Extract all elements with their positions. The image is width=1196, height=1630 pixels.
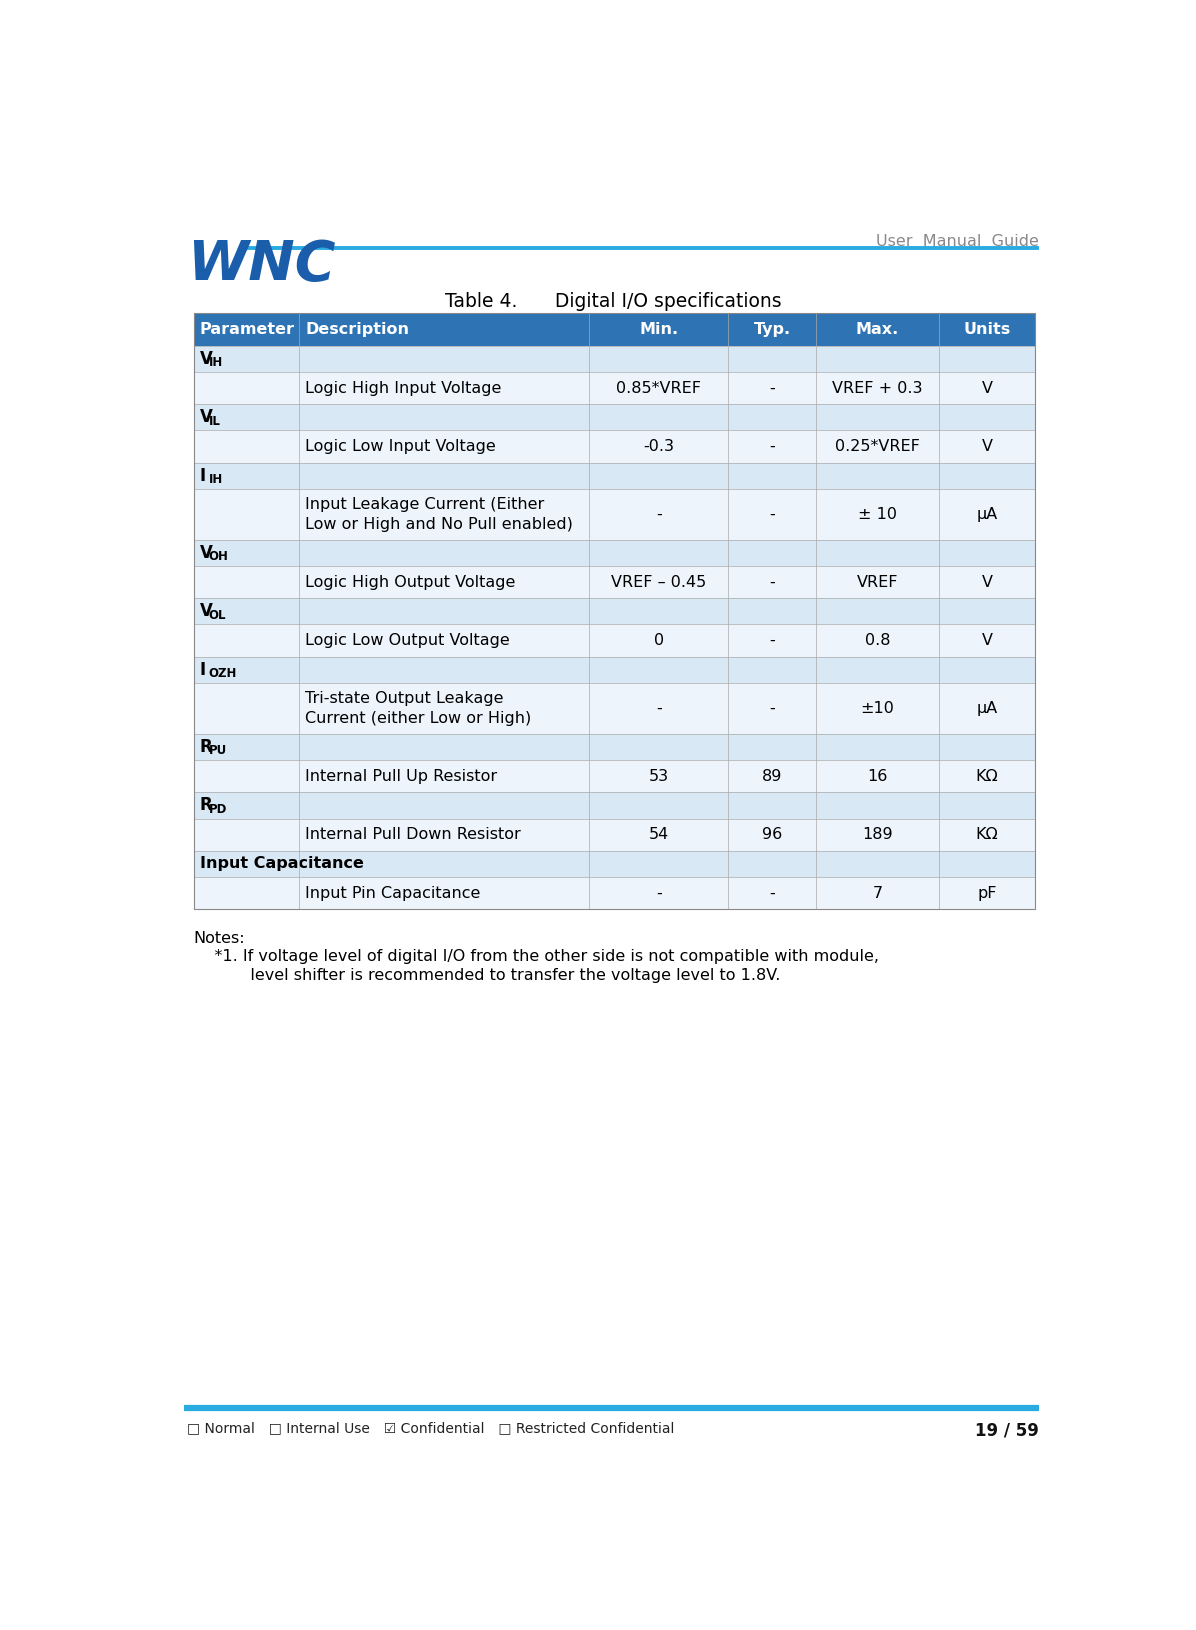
Text: 0.25*VREF: 0.25*VREF: [835, 438, 920, 455]
Bar: [194, 313, 1036, 910]
Text: -: -: [769, 701, 775, 716]
Bar: [194, 851, 1036, 877]
Text: Logic Low Input Voltage: Logic Low Input Voltage: [305, 438, 496, 455]
Text: V: V: [982, 438, 993, 455]
Text: -: -: [769, 380, 775, 396]
Bar: [194, 346, 1036, 372]
Text: level shifter is recommended to transfer the voltage level to 1.8V.: level shifter is recommended to transfer…: [194, 968, 780, 983]
Text: IH: IH: [208, 473, 222, 486]
Text: Parameter: Parameter: [200, 323, 295, 337]
Text: V: V: [200, 603, 213, 621]
Text: -: -: [769, 438, 775, 455]
Text: Logic High Input Voltage: Logic High Input Voltage: [305, 380, 501, 396]
Text: -: -: [769, 507, 775, 522]
Text: OZH: OZH: [208, 667, 237, 680]
Text: ± 10: ± 10: [858, 507, 897, 522]
Text: IL: IL: [208, 414, 220, 427]
Text: Logic High Output Voltage: Logic High Output Voltage: [305, 575, 515, 590]
Bar: [194, 598, 1036, 624]
Text: *1. If voltage level of digital I/O from the other side is not compatible with m: *1. If voltage level of digital I/O from…: [194, 949, 879, 965]
Text: Max.: Max.: [856, 323, 899, 337]
Text: 19 / 59: 19 / 59: [975, 1421, 1039, 1439]
Text: OH: OH: [208, 551, 228, 564]
Bar: [194, 683, 1036, 734]
Text: -: -: [655, 885, 661, 901]
Bar: [194, 624, 1036, 657]
Text: 16: 16: [867, 769, 887, 784]
Bar: [194, 877, 1036, 910]
Text: Notes:: Notes:: [194, 931, 245, 945]
Text: I: I: [200, 660, 206, 680]
Text: Typ.: Typ.: [753, 323, 791, 337]
Text: Logic Low Output Voltage: Logic Low Output Voltage: [305, 632, 509, 649]
Text: KΩ: KΩ: [976, 769, 999, 784]
Text: 0.85*VREF: 0.85*VREF: [616, 380, 701, 396]
Bar: [194, 818, 1036, 851]
Bar: [194, 540, 1036, 566]
Text: 7: 7: [872, 885, 883, 901]
Text: I: I: [200, 466, 206, 484]
Text: Input Leakage Current (Either
Low or High and No Pull enabled): Input Leakage Current (Either Low or Hig…: [305, 497, 573, 531]
Text: ±10: ±10: [861, 701, 895, 716]
Text: -: -: [655, 507, 661, 522]
Bar: [194, 792, 1036, 818]
Text: -: -: [769, 632, 775, 649]
Text: IH: IH: [208, 357, 222, 368]
Text: VREF + 0.3: VREF + 0.3: [832, 380, 923, 396]
Text: -: -: [769, 885, 775, 901]
Text: PD: PD: [208, 804, 227, 815]
Text: Min.: Min.: [639, 323, 678, 337]
Text: PU: PU: [208, 745, 227, 758]
Text: V: V: [982, 380, 993, 396]
Bar: [194, 372, 1036, 404]
Bar: [194, 760, 1036, 792]
Text: Tri-state Output Leakage
Current (either Low or High): Tri-state Output Leakage Current (either…: [305, 691, 531, 725]
Text: VREF – 0.45: VREF – 0.45: [611, 575, 707, 590]
Text: KΩ: KΩ: [976, 826, 999, 843]
Text: -: -: [769, 575, 775, 590]
Text: VREF: VREF: [856, 575, 898, 590]
Text: -0.3: -0.3: [643, 438, 675, 455]
Text: 54: 54: [648, 826, 669, 843]
Text: User  Manual  Guide: User Manual Guide: [877, 235, 1039, 249]
Text: Input Capacitance: Input Capacitance: [200, 856, 364, 872]
Text: Description: Description: [305, 323, 409, 337]
Text: V: V: [200, 350, 213, 368]
Text: V: V: [200, 544, 213, 562]
Text: V: V: [982, 632, 993, 649]
Text: pF: pF: [977, 885, 996, 901]
Bar: [194, 657, 1036, 683]
Text: 96: 96: [762, 826, 782, 843]
Text: Input Pin Capacitance: Input Pin Capacitance: [305, 885, 481, 901]
Bar: [194, 313, 1036, 346]
Text: -: -: [655, 701, 661, 716]
Text: WNC: WNC: [187, 238, 335, 292]
Text: Table 4.  Digital I/O specifications: Table 4. Digital I/O specifications: [445, 292, 781, 311]
Text: 0: 0: [654, 632, 664, 649]
Text: V: V: [982, 575, 993, 590]
Bar: [194, 566, 1036, 598]
Text: 189: 189: [862, 826, 893, 843]
Text: Internal Pull Up Resistor: Internal Pull Up Resistor: [305, 769, 498, 784]
Bar: [194, 734, 1036, 760]
Bar: [194, 489, 1036, 540]
Text: □ Normal □ Internal Use ☑ Confidential □ Restricted Confidential: □ Normal □ Internal Use ☑ Confidential □…: [187, 1421, 675, 1436]
Text: R: R: [200, 797, 213, 815]
Text: Internal Pull Down Resistor: Internal Pull Down Resistor: [305, 826, 520, 843]
Text: V: V: [200, 409, 213, 427]
Text: 53: 53: [648, 769, 669, 784]
Text: R: R: [200, 738, 213, 756]
Bar: [194, 463, 1036, 489]
Bar: [194, 430, 1036, 463]
Text: μA: μA: [976, 701, 997, 716]
Text: Units: Units: [963, 323, 1011, 337]
Text: OL: OL: [208, 608, 226, 621]
Text: μA: μA: [976, 507, 997, 522]
Bar: [194, 404, 1036, 430]
Text: 0.8: 0.8: [865, 632, 890, 649]
Text: 89: 89: [762, 769, 782, 784]
